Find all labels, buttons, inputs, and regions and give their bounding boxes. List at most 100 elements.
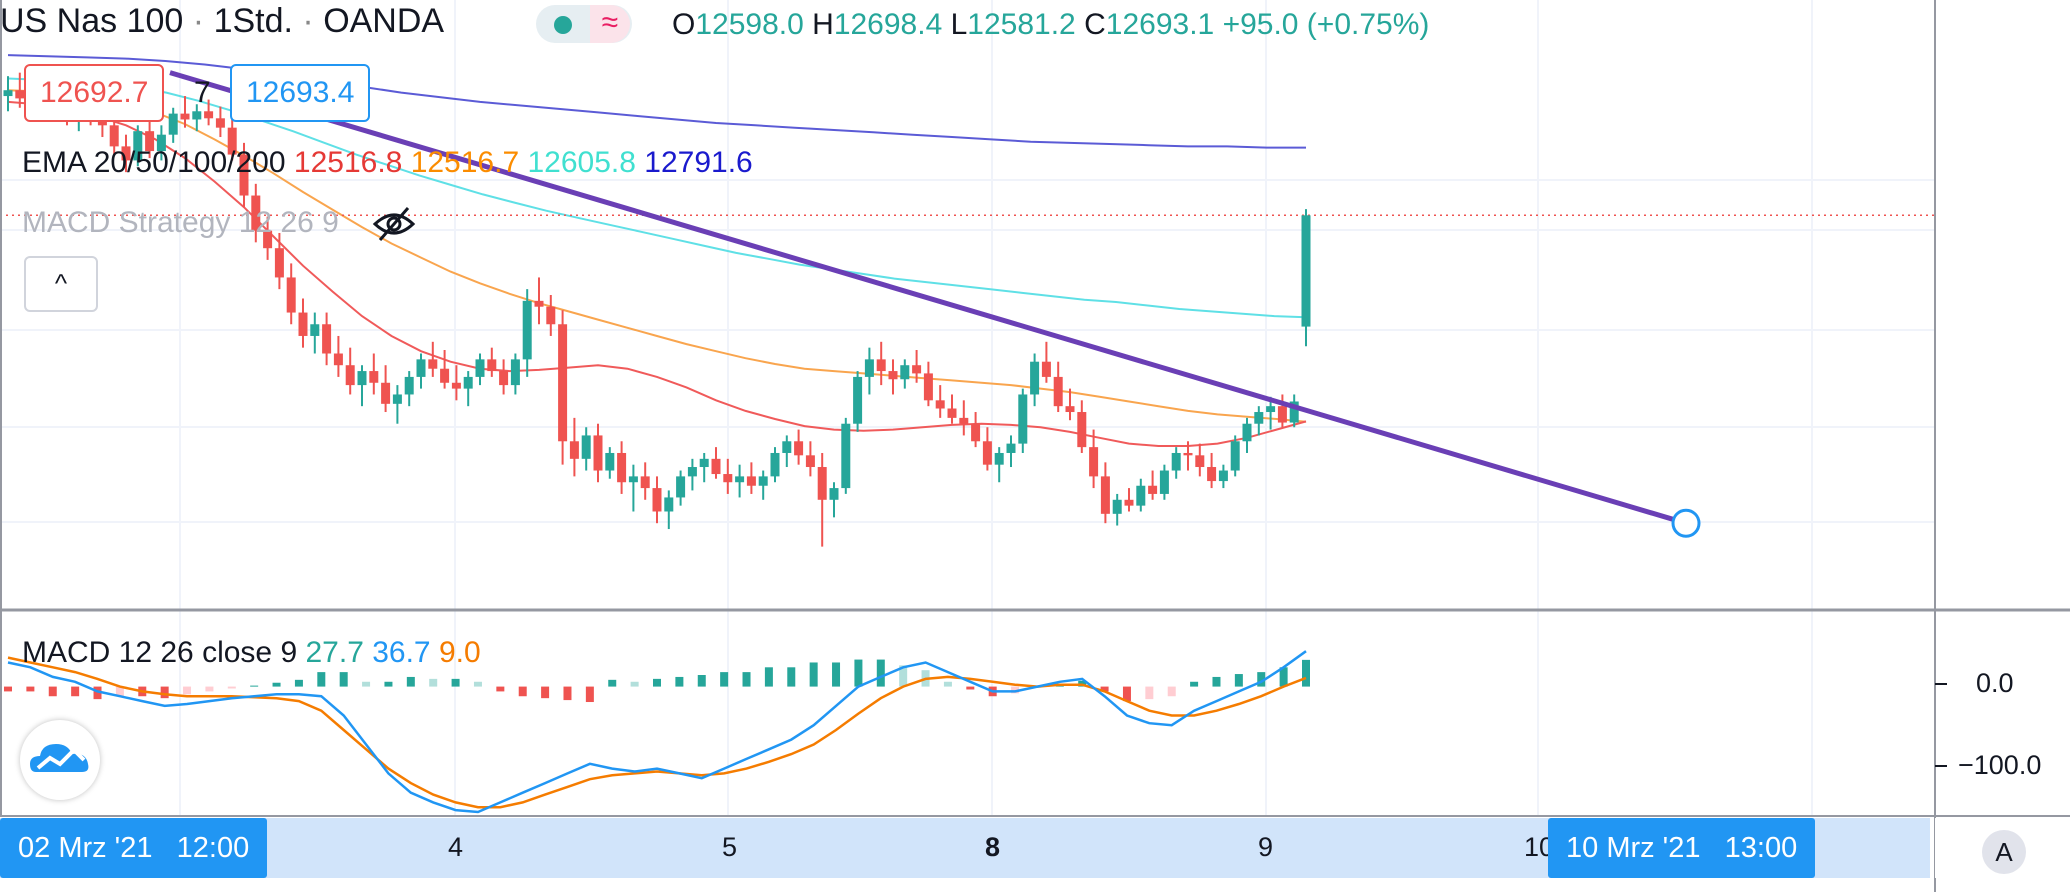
macd-histogram-bar: [630, 681, 639, 687]
time-axis-end-tag: 10 Mrz '21 13:00: [1548, 818, 1816, 878]
candle-body: [133, 131, 143, 161]
close-value: 12693.1: [1105, 8, 1215, 41]
candle-body: [900, 365, 910, 380]
low-label: L: [950, 8, 968, 41]
candle-body: [310, 324, 320, 336]
candle-body: [1195, 455, 1205, 468]
macd-legend[interactable]: MACD 12 26 close 9 27.7 36.7 9.0: [22, 636, 481, 670]
candlestick-series: [3, 66, 1311, 547]
trendline-anchor-handle[interactable]: [1671, 508, 1701, 538]
macd-histogram-bar: [227, 686, 236, 689]
high-value: 12698.4: [833, 8, 943, 41]
macd-histogram-bar: [473, 681, 482, 687]
symbol-header[interactable]: US Nas 100 · 1Std. · OANDA: [0, 2, 444, 41]
macd-histogram-bar: [160, 686, 169, 699]
candle-body: [1277, 406, 1287, 423]
macd-histogram-bar: [854, 659, 863, 687]
candle-body: [1100, 476, 1110, 514]
candle-body: [617, 452, 627, 483]
candle-body: [274, 248, 284, 278]
macd-histogram-bar: [183, 686, 192, 695]
candle-body: [1171, 452, 1181, 471]
collapse-legend-button[interactable]: ^: [24, 256, 98, 312]
candle-body: [1254, 412, 1264, 424]
time-axis-start-tag: 02 Mrz '21 12:00: [0, 818, 268, 878]
candle-body: [121, 146, 131, 161]
chevron-up-icon: ^: [54, 268, 68, 298]
separator: ·: [302, 2, 314, 40]
macd-hist-value: 27.7: [305, 636, 364, 669]
candle-body: [156, 134, 166, 152]
ohlc-values: O12598.0 H12698.4 L12581.2 C12693.1 +95.…: [672, 8, 1429, 42]
candle-body: [982, 441, 992, 465]
candle-body: [971, 423, 981, 442]
buy-price: 12693.4: [246, 76, 355, 109]
macd-histogram-bar: [406, 676, 415, 687]
macd-histogram-bar: [943, 681, 952, 687]
candle-body: [546, 306, 556, 325]
macd-histogram-bar: [48, 686, 57, 697]
candle-body: [1030, 361, 1040, 395]
ema20-line: [7, 100, 1307, 447]
candle-body: [440, 368, 450, 383]
macd-histogram-bar: [832, 662, 841, 687]
buy-price-button[interactable]: 12693.4: [230, 64, 371, 122]
candle-body: [192, 111, 202, 120]
high-label: H: [812, 8, 834, 41]
ema-legend[interactable]: EMA 20/50/100/200 12516.8 12516.7 12605.…: [22, 146, 753, 180]
low-value: 12581.2: [967, 8, 1076, 41]
candle-body: [180, 113, 190, 120]
broker-label: OANDA: [323, 2, 445, 40]
candle-body: [510, 359, 520, 386]
candle-body: [770, 452, 780, 477]
candle-body: [1266, 406, 1276, 413]
tradingview-logo[interactable]: [20, 720, 100, 800]
macd-strategy-legend[interactable]: MACD Strategy 12 26 9: [22, 206, 339, 239]
market-open-dot-icon: [554, 16, 572, 34]
macd-histogram-bar: [966, 686, 975, 690]
macd-histogram-bar: [496, 686, 505, 692]
macd-signal-value: 9.0: [438, 636, 481, 669]
macd-histogram-bar: [787, 667, 796, 687]
candle-body: [841, 423, 851, 489]
macd-axis-label: −100.0: [1958, 750, 2042, 780]
candle-body: [699, 458, 709, 468]
macd-histogram-bar: [899, 665, 908, 687]
market-status-toggle[interactable]: ≈: [536, 5, 632, 43]
macd-histogram-bar: [876, 659, 885, 687]
macd-histogram-bar: [115, 686, 124, 697]
candle-body: [345, 365, 355, 386]
macd-histogram-bar: [1279, 667, 1288, 687]
macd-axis-label: 0.0: [1976, 668, 2014, 698]
ema100-value: 12605.8: [527, 146, 636, 179]
candle-body: [912, 365, 922, 374]
macd-histogram-bar: [250, 685, 259, 687]
candle-body: [758, 476, 768, 486]
candle-body: [782, 441, 792, 453]
macd-histogram-bar: [429, 678, 438, 687]
hidden-eye-icon[interactable]: [372, 204, 416, 244]
ema200-line: [7, 54, 1306, 149]
auto-scale-button[interactable]: A: [1982, 830, 2026, 874]
candle-body: [404, 376, 414, 395]
candle-body: [1159, 470, 1169, 494]
candle-body: [322, 324, 332, 354]
macd-histogram-bar: [585, 686, 594, 703]
trendline: [169, 70, 1687, 526]
candle-body: [298, 312, 308, 336]
macd-histogram-bar: [1234, 674, 1243, 687]
macd-histogram-bar: [362, 681, 371, 687]
ema50-value: 12516.7: [410, 146, 520, 179]
macd-histogram-bar: [1122, 686, 1131, 702]
sell-price-button[interactable]: 12692.7: [24, 64, 165, 122]
candle-body: [687, 467, 697, 477]
candle-body: [723, 474, 733, 483]
macd-histogram-bar: [518, 686, 527, 697]
candle-body: [263, 230, 273, 249]
macd-histogram-bar: [675, 676, 684, 687]
candle-body: [1230, 441, 1240, 471]
cloud-chart-icon: [30, 744, 89, 772]
candle-body: [487, 359, 497, 372]
